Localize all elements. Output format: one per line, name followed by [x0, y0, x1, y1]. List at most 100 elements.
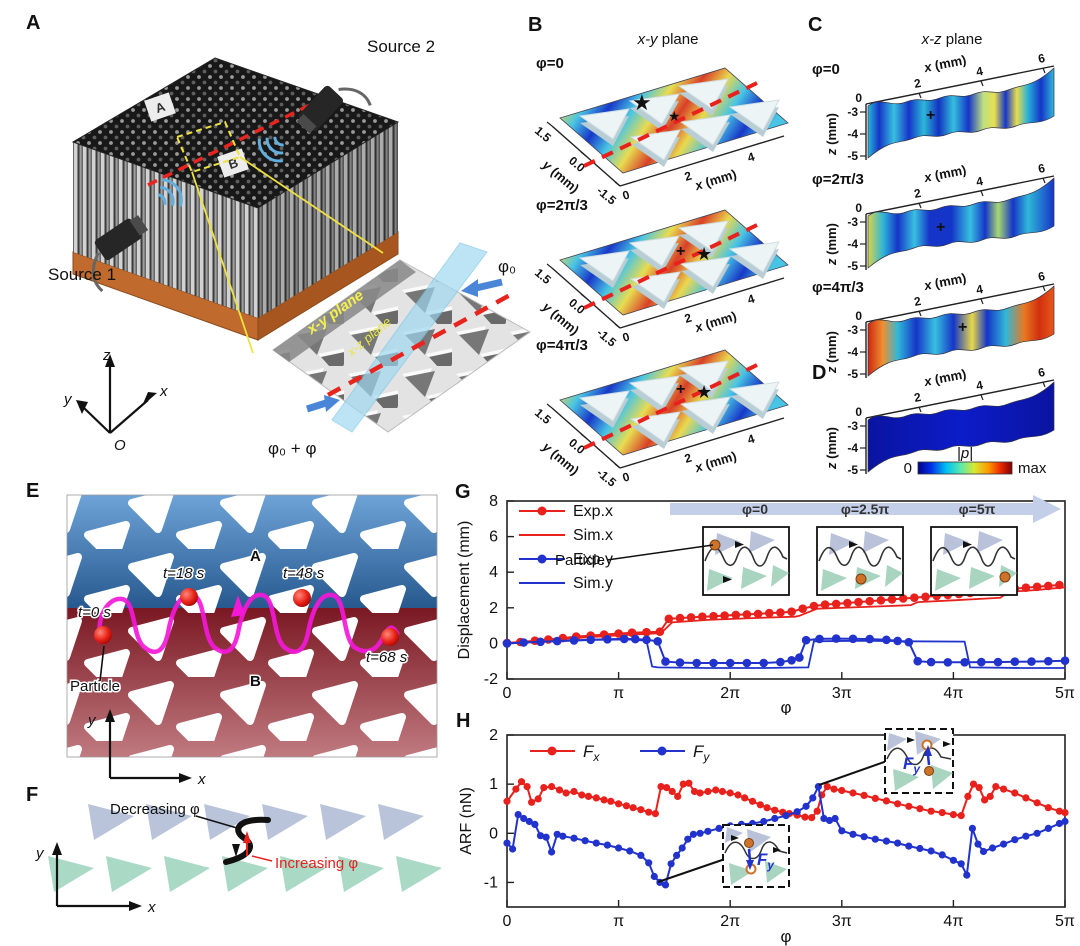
c-phi-label: φ=0 [812, 61, 840, 78]
phi0-label: φ₀ [498, 257, 516, 276]
legend-fx: Fx [583, 742, 600, 764]
g-overlay: Exp.x Sim.x Exp.y Sim.y φ=0 φ=2.5π φ=5π [519, 495, 1061, 596]
g-series-exp_y [502, 634, 1070, 668]
colorbar [917, 461, 1013, 475]
panel-label-b: B [528, 14, 543, 36]
panel-b-plot-phi0: φ=0 ★ ★ [530, 55, 790, 210]
h-series-fy [503, 783, 1069, 889]
star-marker: ★ [668, 108, 681, 124]
h-overlay: Fx Fy Fy Fy [530, 728, 954, 888]
zoom-region-box [175, 120, 242, 174]
panel-c-plot-phi0: φ=0 + [812, 50, 1055, 164]
phi0-arrow [461, 279, 478, 297]
legend-sim-x: Sim.x [573, 527, 613, 544]
c-phi-label: φ=4π/3 [812, 279, 864, 296]
particle-t18 [180, 588, 198, 606]
e-x-axis-arrow [179, 773, 192, 783]
g-y-tick-label: 2 [489, 600, 498, 617]
increasing-arrow [243, 831, 251, 843]
h-y-tick-label: 1 [489, 776, 498, 793]
pin-array-right-face [258, 122, 398, 318]
device-base-right [257, 231, 399, 341]
inset-connector-up [818, 760, 888, 786]
inset-phi-0: φ=0 [742, 501, 768, 517]
panel-b-plot-phi-4pi3: φ=4π/3 + ★ [530, 337, 790, 492]
g-y-tick-label: 6 [489, 529, 498, 546]
inset-particle [999, 571, 1011, 583]
fy-label: Fy [757, 850, 775, 872]
decreasing-phi-label: Decreasing φ [110, 801, 200, 818]
region-a-label: A [250, 548, 261, 565]
decreasing-arrow [232, 844, 240, 857]
inset-particle-label: Particle [555, 552, 605, 569]
inset-cell-1 [702, 526, 790, 596]
h-inset-fy-up: Fy [884, 728, 954, 794]
panel-label-a: A [26, 12, 41, 34]
g-x-tick-label: 4π [943, 685, 963, 702]
plus-marker: + [676, 243, 685, 260]
region-b-tag: B [217, 148, 249, 178]
panel-a-axes [83, 364, 149, 434]
g-y-tick-label: 0 [489, 635, 498, 652]
b-phi-label: φ=4π/3 [536, 337, 588, 354]
g-x-tick-label: 0 [503, 685, 512, 702]
particle-t0 [94, 626, 112, 644]
z-axis-label: z [102, 347, 111, 364]
f-y-axis-arrow [52, 842, 62, 855]
source1-label: Source 1 [48, 265, 116, 284]
particle-start [924, 766, 934, 776]
svg-text:B: B [226, 155, 240, 172]
panel-b-plot-phi-2pi3: φ=2π/3 + ★ [530, 197, 790, 352]
phi0-phi-arrow [324, 395, 340, 412]
panel-a-device-illustration: A B x-y plane x-z plane φ₀ φ₀ + φ Source… [48, 37, 531, 458]
g-x-tick-label: 5π [1055, 685, 1075, 702]
panel-label-c: C [808, 14, 823, 36]
b-phi-label: φ=0 [536, 55, 564, 72]
plus-marker: + [926, 107, 935, 124]
plus-marker: + [936, 219, 945, 236]
z-axis-arrow [105, 354, 115, 367]
h-inset-fy-down: Fy [722, 824, 790, 888]
time-label-t0: t=0 s [78, 604, 111, 621]
time-label-t18: t=18 s [163, 565, 205, 582]
star-marker: ★ [696, 244, 712, 264]
colorbar-max: max [1018, 460, 1047, 477]
f-y-axis-label: y [35, 845, 45, 862]
g-y-tick-label: 8 [489, 493, 498, 510]
h-x-tick-label: 5π [1055, 913, 1075, 930]
g-ylabel: Displacement (mm) [456, 521, 473, 660]
particle-pointer-line [99, 645, 105, 682]
h-x-tick-label: 0 [503, 913, 512, 930]
g-inset: φ=0 φ=2.5π φ=5π [555, 495, 1061, 596]
inset-particle [855, 573, 867, 585]
panel-label-g: G [455, 481, 471, 503]
e-x-axis-label: x [197, 771, 206, 788]
panel-f-schematic: Decreasing φ Increasing φ y x [35, 801, 442, 916]
panel-e-trajectory-image: t=0 s t=18 s t=48 s t=68 s A B Particle … [66, 494, 438, 788]
transducer-source1 [92, 215, 149, 293]
h-x-tick-label: 4π [943, 913, 963, 930]
star-marker: ★ [696, 382, 712, 402]
legend-fy: Fy [693, 742, 710, 764]
panel-e-axes [108, 719, 182, 780]
fy-down-arrow [746, 860, 754, 870]
legend-sim-y: Sim.y [573, 575, 613, 592]
inset-phi-5pi: φ=5π [959, 501, 996, 517]
y-axis-label: y [63, 391, 73, 408]
h-ylabel: ARF (nN) [458, 787, 475, 855]
inset-phi-2.5pi: φ=2.5π [841, 501, 890, 517]
phase-sweep-arrow [670, 495, 1061, 523]
fy-up-arrow [924, 745, 932, 756]
h-x-tick-label: π [613, 913, 624, 930]
increasing-phi-label: Increasing φ [275, 855, 358, 872]
h-y-tick-label: 2 [489, 727, 498, 744]
trajectory-arrow [231, 595, 245, 617]
g-x-tick-label: π [613, 685, 624, 702]
legend-exp-x: Exp.x [573, 503, 613, 520]
time-label-t48: t=48 s [283, 565, 325, 582]
h-y-tick-label: 0 [489, 825, 498, 842]
h-legend: Fx Fy [530, 742, 710, 764]
g-y-tick-label: 4 [489, 564, 498, 581]
phase-switch-path [223, 816, 271, 865]
